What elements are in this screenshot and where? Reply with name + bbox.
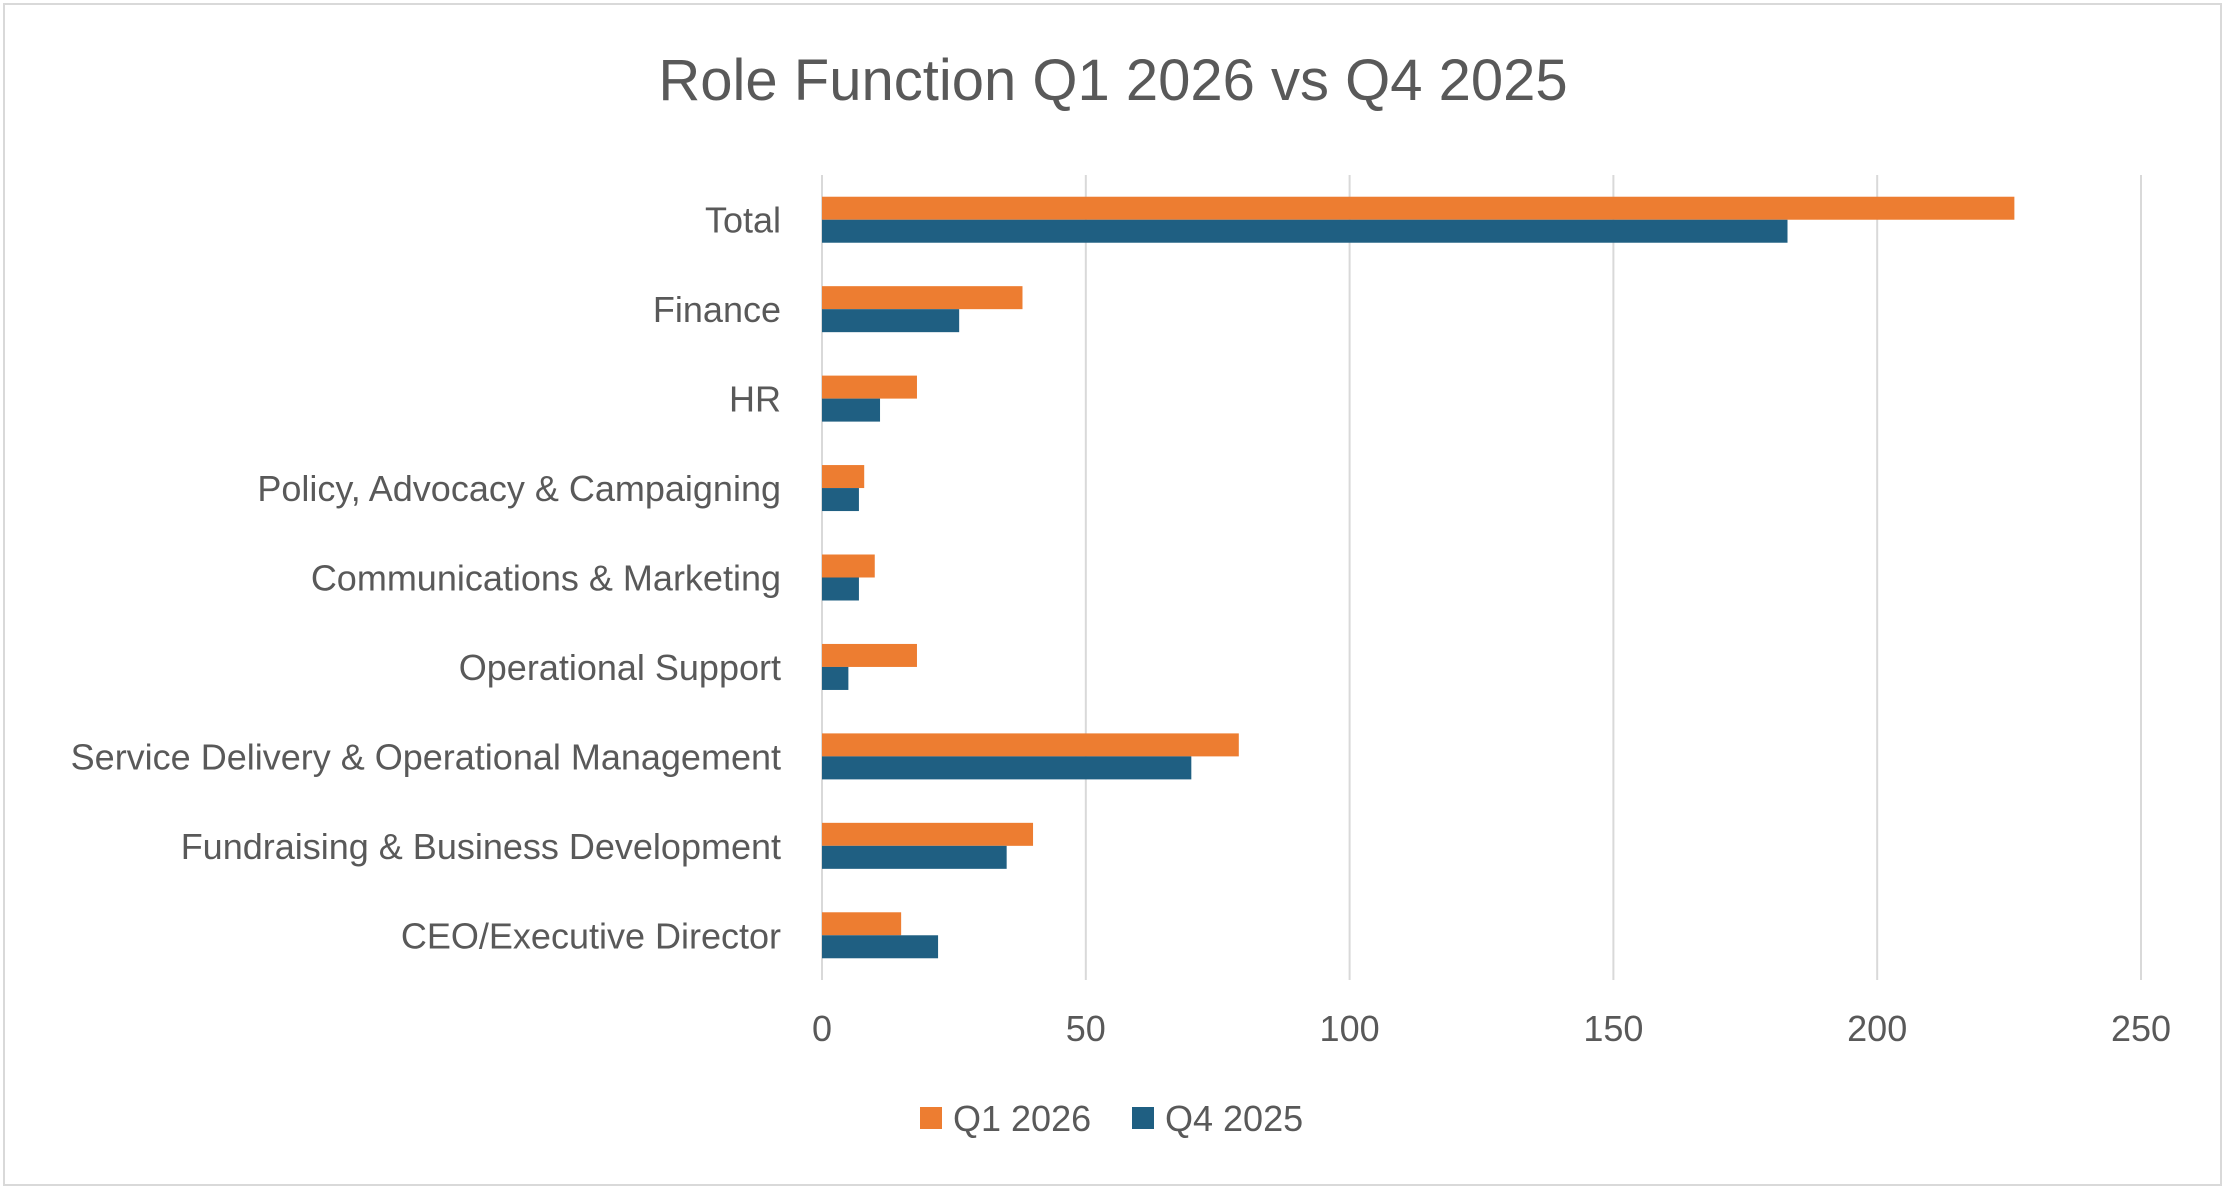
bars	[822, 196, 2015, 959]
legend: Q1 2026 Q4 2025	[920, 1098, 1303, 1139]
category-label-communications-marketing: Communications & Marketing	[311, 558, 781, 599]
bar-q1-2026-operational-support	[822, 643, 917, 667]
bar-q1-2026-total	[822, 196, 2015, 220]
x-tick-label-250: 250	[2111, 1008, 2171, 1049]
bar-q1-2026-finance	[822, 286, 1023, 310]
bar-q4-2025-ceo-executive-director	[822, 935, 939, 959]
chart-title: Role Function Q1 2026 vs Q4 2025	[658, 48, 1567, 113]
legend-label-q1-2026: Q1 2026	[953, 1098, 1091, 1139]
bar-q1-2026-fundraising-business-development	[822, 822, 1034, 846]
category-label-finance: Finance	[653, 289, 781, 330]
category-label-hr: HR	[729, 379, 781, 420]
bar-q1-2026-service-delivery-operational-management	[822, 733, 1239, 757]
category-label-total: Total	[705, 200, 781, 241]
x-tick-label-0: 0	[812, 1008, 832, 1049]
bar-q4-2025-finance	[822, 309, 960, 333]
bar-q1-2026-ceo-executive-director	[822, 912, 902, 936]
category-label-policy-advocacy-campaigning: Policy, Advocacy & Campaigning	[257, 468, 781, 509]
legend-swatch-q4-2025	[1132, 1107, 1154, 1129]
x-tick-label-50: 50	[1066, 1008, 1106, 1049]
x-tick-label-150: 150	[1583, 1008, 1643, 1049]
category-label-ceo-executive-director: CEO/Executive Director	[401, 915, 781, 956]
legend-label-q4-2025: Q4 2025	[1165, 1098, 1303, 1139]
bar-q4-2025-hr	[822, 398, 881, 422]
category-label-fundraising-business-development: Fundraising & Business Development	[181, 826, 781, 867]
category-label-service-delivery-operational-management: Service Delivery & Operational Managemen…	[71, 736, 781, 777]
bar-q4-2025-total	[822, 219, 1788, 243]
x-tick-label-200: 200	[1847, 1008, 1907, 1049]
bar-q4-2025-policy-advocacy-campaigning	[822, 488, 859, 512]
legend-swatch-q1-2026	[920, 1107, 942, 1129]
category-label-operational-support: Operational Support	[459, 647, 781, 688]
bar-q4-2025-communications-marketing	[822, 577, 859, 601]
x-axis-ticks: 0 50 100 150 200 250	[812, 1008, 2171, 1049]
bar-q1-2026-policy-advocacy-campaigning	[822, 465, 865, 489]
bar-q1-2026-communications-marketing	[822, 554, 875, 578]
x-tick-label-100: 100	[1320, 1008, 1380, 1049]
bar-q4-2025-fundraising-business-development	[822, 845, 1007, 869]
bar-q4-2025-operational-support	[822, 666, 849, 690]
bar-q1-2026-hr	[822, 375, 917, 399]
bar-q4-2025-service-delivery-operational-management	[822, 756, 1192, 780]
category-labels: Total Finance HR Policy, Advocacy & Campaig…	[71, 200, 781, 957]
